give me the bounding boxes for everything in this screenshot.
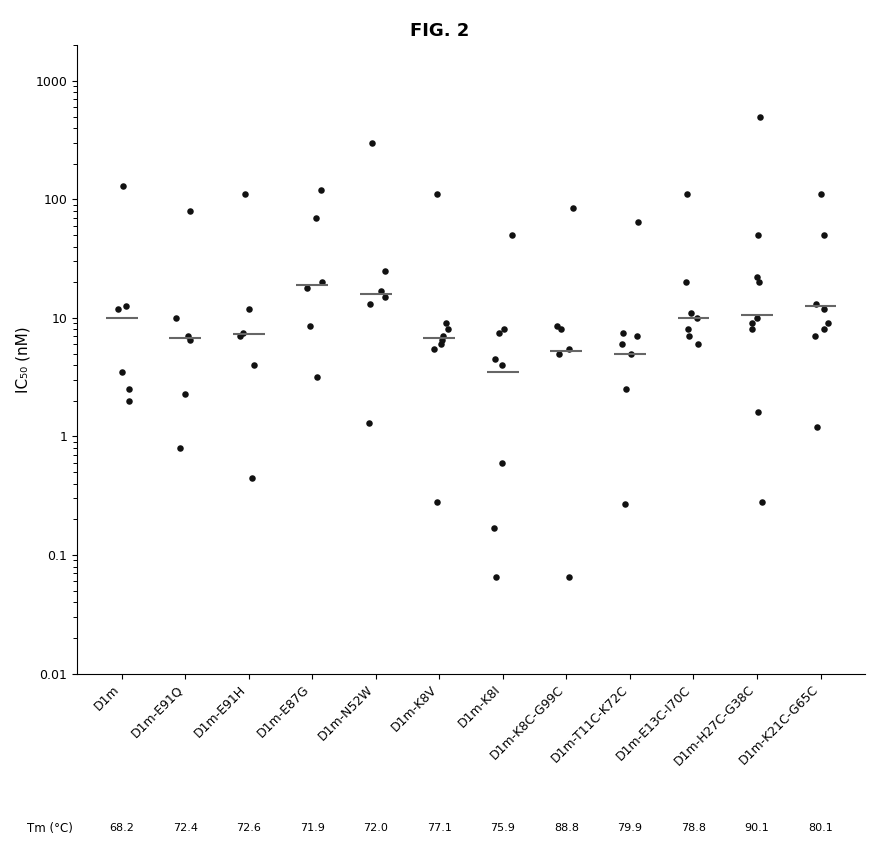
Text: 77.1: 77.1 [427, 823, 451, 833]
Point [566, 201, 580, 214]
Point [436, 330, 451, 344]
Text: 72.6: 72.6 [236, 823, 261, 833]
Point [374, 284, 388, 298]
Point [489, 570, 503, 584]
Point [435, 338, 449, 351]
Point [495, 358, 509, 372]
Text: 79.9: 79.9 [618, 823, 642, 833]
Point [818, 228, 832, 242]
Point [814, 188, 828, 201]
Point [378, 290, 392, 304]
Point [430, 495, 444, 509]
Point [364, 136, 378, 150]
Point [821, 317, 835, 331]
Text: 88.8: 88.8 [554, 823, 579, 833]
Text: 71.9: 71.9 [300, 823, 325, 833]
Point [310, 369, 324, 383]
Text: 80.1: 80.1 [808, 823, 832, 833]
Point [744, 317, 759, 331]
Point [619, 382, 633, 396]
Point [378, 263, 392, 277]
Point [496, 323, 510, 337]
Point [169, 311, 183, 325]
Point [430, 188, 444, 201]
Point [692, 338, 706, 351]
Point [247, 358, 261, 372]
Y-axis label: IC₅₀ (nM): IC₅₀ (nM) [15, 326, 30, 393]
Point [810, 420, 824, 434]
Point [684, 307, 698, 320]
Point [122, 393, 136, 407]
Text: 72.0: 72.0 [363, 823, 388, 833]
Point [679, 276, 693, 289]
Point [363, 298, 378, 312]
Point [492, 325, 506, 339]
Point [236, 325, 250, 339]
Point [630, 330, 644, 344]
Point [183, 204, 197, 218]
Text: 75.9: 75.9 [490, 823, 516, 833]
Point [755, 495, 769, 509]
Point [752, 276, 766, 289]
Point [488, 352, 502, 366]
Point [808, 330, 822, 344]
Point [554, 323, 568, 337]
Text: 90.1: 90.1 [744, 823, 769, 833]
Point [817, 301, 831, 315]
Point [624, 347, 638, 361]
Point [238, 188, 252, 201]
Point [111, 301, 125, 315]
Point [680, 323, 694, 337]
Point [488, 521, 502, 535]
Point [752, 406, 766, 419]
Point [183, 333, 197, 347]
Point [233, 330, 247, 344]
Point [631, 214, 645, 228]
Point [242, 301, 256, 315]
Point [615, 338, 629, 351]
Point [180, 330, 194, 344]
Text: Tm (°C): Tm (°C) [27, 821, 73, 835]
Point [300, 281, 314, 294]
Point [495, 455, 510, 469]
Point [680, 188, 694, 201]
Point [809, 298, 823, 312]
Point [619, 497, 633, 511]
Text: 72.4: 72.4 [172, 823, 198, 833]
Point [178, 387, 192, 400]
Text: 78.8: 78.8 [681, 823, 706, 833]
Text: FIG. 2: FIG. 2 [410, 22, 470, 40]
Point [315, 276, 329, 289]
Point [119, 300, 133, 313]
Point [115, 179, 129, 193]
Point [750, 270, 764, 284]
Point [616, 325, 630, 339]
Point [172, 441, 187, 455]
Point [817, 323, 831, 337]
Point [427, 342, 441, 356]
Point [309, 211, 323, 225]
Point [561, 570, 576, 584]
Point [752, 109, 766, 123]
Point [745, 323, 759, 337]
Point [682, 330, 696, 344]
Point [362, 416, 376, 430]
Point [561, 342, 576, 356]
Point [751, 228, 765, 242]
Point [303, 319, 317, 333]
Point [314, 183, 328, 197]
Point [552, 347, 566, 361]
Point [245, 471, 259, 485]
Point [750, 311, 764, 325]
Point [122, 382, 136, 396]
Point [439, 317, 453, 331]
Point [114, 365, 128, 379]
Point [550, 319, 564, 333]
Text: 68.2: 68.2 [109, 823, 134, 833]
Point [690, 311, 704, 325]
Point [435, 333, 449, 347]
Point [441, 323, 455, 337]
Point [505, 228, 519, 242]
